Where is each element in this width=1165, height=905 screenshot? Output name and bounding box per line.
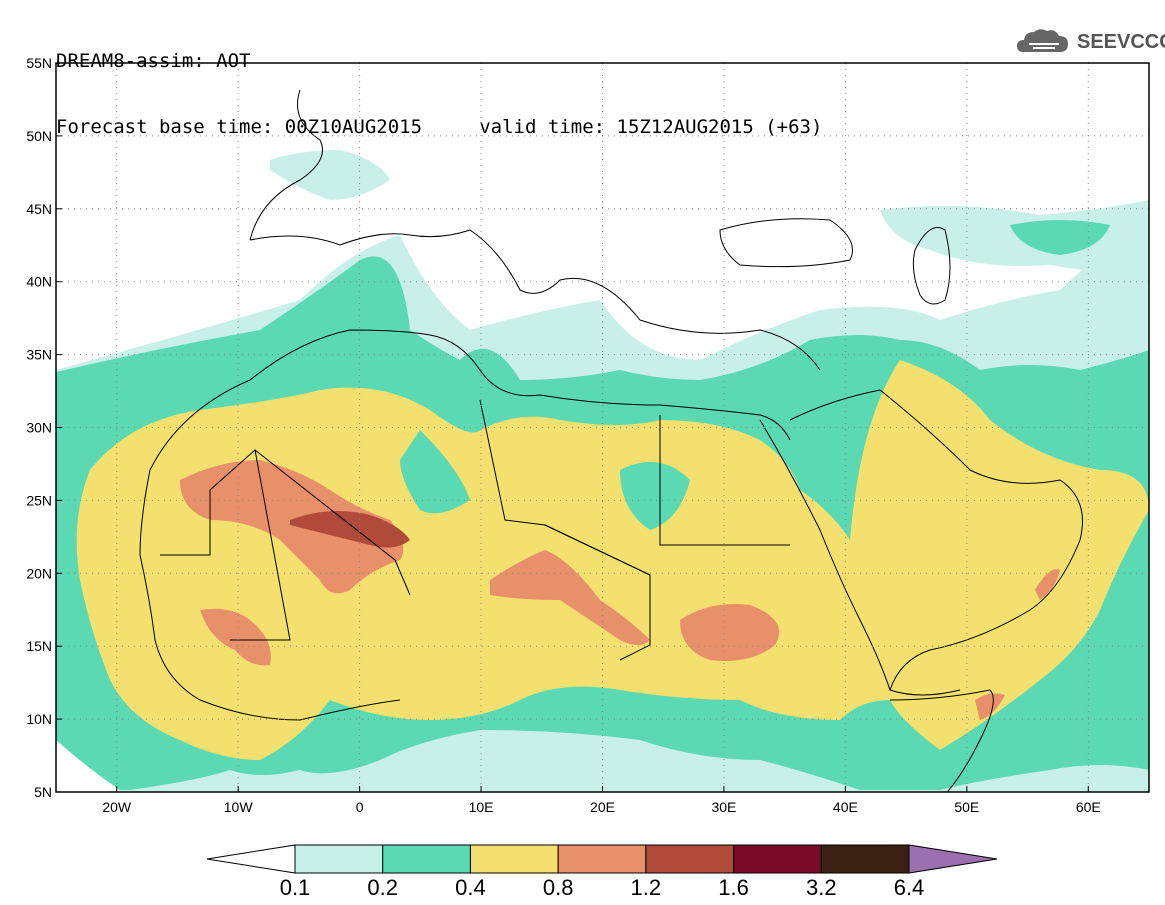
lon-label: 10W <box>224 799 254 815</box>
coastlines <box>139 89 1083 792</box>
aot-field-0.8-mali <box>200 608 271 666</box>
border-sahel <box>160 449 291 641</box>
logo-text: SEEVCCC <box>1077 31 1165 53</box>
title-line-times: Forecast base time: 00Z10AUG2015 valid t… <box>56 116 823 138</box>
aot-field-0.4-north <box>400 430 470 514</box>
colorbar-low-arrow <box>206 844 296 874</box>
aot-field-0.2-caspian <box>1010 220 1110 255</box>
coastline-mediterranean-north <box>249 229 821 371</box>
colorbar-swatch <box>645 844 735 874</box>
lon-label: 20E <box>590 799 615 815</box>
aot-field-0.8-sahara <box>180 460 404 594</box>
aot-field-0.1-north <box>270 150 390 200</box>
lat-label: 30N <box>26 420 52 436</box>
title-line-variable: DREAM8-assim: AOT <box>56 50 251 72</box>
aot-field-0.4-teal-sudan <box>620 462 690 530</box>
coastline-caspian <box>912 227 951 305</box>
border-algeria-mali <box>254 449 411 596</box>
lat-label: 20N <box>26 565 52 581</box>
colorbar-label: 6.4 <box>894 875 925 900</box>
coastline-arabia <box>789 389 1083 691</box>
latitude-labels: 55N 50N 45N 40N 35N 30N 25N 20N 15N 10N 5N <box>26 55 62 800</box>
aot-field-0.8-somalia <box>975 693 1005 720</box>
aot-field-1.2 <box>290 511 410 548</box>
lat-label: 15N <box>26 638 52 654</box>
colorbar-swatch <box>382 844 471 874</box>
coastline-africa-north <box>149 329 791 471</box>
lon-label: 60E <box>1076 799 1101 815</box>
colorbar-swatch <box>294 844 384 874</box>
lat-label: 25N <box>26 492 52 508</box>
colorbar-swatch <box>733 844 822 874</box>
colorbar: 0.1 0.2 0.4 0.8 1.2 1.6 3.2 6.4 <box>206 844 998 900</box>
colorbar-swatch <box>469 844 559 874</box>
border-egypt-sudan <box>659 415 790 546</box>
lat-label: 5N <box>34 784 52 800</box>
colorbar-label: 1.2 <box>631 875 662 900</box>
lon-label: 20W <box>102 799 132 815</box>
longitude-labels: 20W 10W 0 10E 20E 30E 40E 50E 60E <box>102 786 1101 815</box>
colorbar-swatch <box>820 844 910 874</box>
lat-label: 45N <box>26 201 52 217</box>
lat-label: 50N <box>26 128 52 144</box>
border-chad <box>544 524 651 661</box>
map-title: DREAM8-assim: AOT Forecast base time: 00… <box>56 6 822 160</box>
colorbar-label: 0.1 <box>280 875 311 900</box>
aot-field-0.1-caspian <box>880 200 1149 272</box>
coastline-black-sea <box>719 218 853 268</box>
colorbar-high-arrow <box>908 844 998 874</box>
lon-label: 0 <box>356 799 364 815</box>
lon-label: 40E <box>833 799 858 815</box>
aot-field-0.8-sudan <box>680 604 780 661</box>
lon-label: 50E <box>954 799 979 815</box>
seevccc-logo: SEEVCCC <box>1015 24 1165 58</box>
colorbar-label: 0.2 <box>367 875 398 900</box>
colorbar-label: 1.6 <box>718 875 749 900</box>
lat-label: 40N <box>26 274 52 290</box>
aot-field-0.8-oman <box>1035 569 1060 600</box>
colorbar-swatch <box>557 844 647 874</box>
coastline-red-sea <box>759 419 961 696</box>
colorbar-label: 0.4 <box>455 875 486 900</box>
colorbar-label: 0.8 <box>543 875 574 900</box>
lat-label: 55N <box>26 55 52 71</box>
coastline-europe-west <box>249 89 323 241</box>
lat-label: 35N <box>26 347 52 363</box>
colorbar-label: 3.2 <box>806 875 837 900</box>
coastline-horn <box>889 689 994 792</box>
coastline-africa-west <box>139 469 401 721</box>
lon-label: 10E <box>469 799 494 815</box>
aot-contours <box>56 150 1149 792</box>
aot-field-0.4 <box>76 360 1149 760</box>
graticule <box>56 63 1149 792</box>
lat-label: 10N <box>26 711 52 727</box>
cloud-icon <box>1017 29 1068 52</box>
lon-label: 30E <box>711 799 736 815</box>
